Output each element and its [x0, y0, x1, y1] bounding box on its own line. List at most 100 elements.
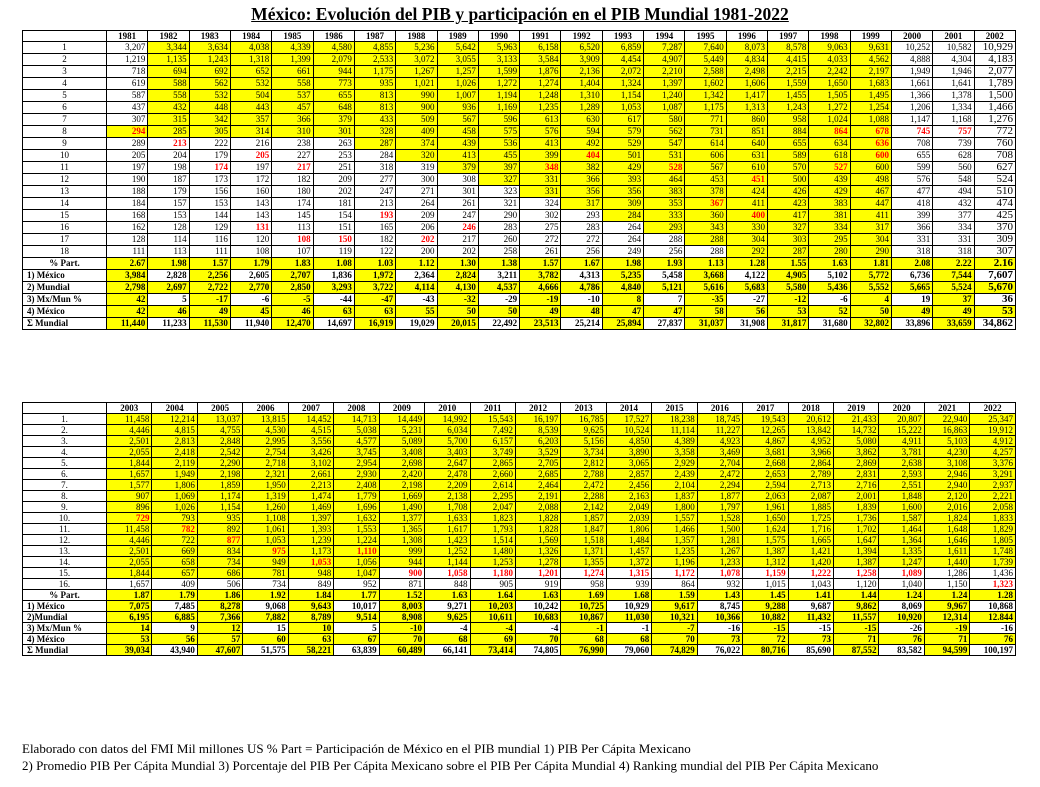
summary-row: 3) Mx/Mun % 42 5 -17 -6 -5 -44 -47 -43 -32 -29 -19-… — [22, 293, 1017, 306]
gdp-cell: 318 — [932, 245, 975, 258]
gdp-cell: 1,053 — [601, 101, 645, 114]
summary-cell: 73 — [787, 633, 835, 645]
gdp-cell: 16,863 — [923, 424, 971, 436]
summary-cell: 16,919 — [353, 317, 397, 330]
gdp-cell: 315 — [147, 113, 190, 126]
gdp-cell: 1,175 — [684, 101, 727, 114]
gdp-cell: 1,194 — [477, 89, 521, 102]
gdp-cell: 2,209 — [424, 479, 471, 491]
summary-cell: 1.64 — [469, 589, 516, 601]
gdp-cell: 264 — [601, 221, 645, 234]
gdp-cell: 1,661 — [890, 77, 934, 90]
gdp-cell: 848 — [424, 578, 471, 590]
summary-cell: 1.45 — [742, 589, 789, 601]
gdp-cell: 562 — [188, 77, 231, 90]
gdp-cell: 558 — [271, 77, 314, 90]
summary-cell: 37 — [932, 293, 975, 306]
gdp-cell: 143 — [229, 197, 273, 210]
gdp-cell: 474 — [973, 197, 1017, 210]
year-header: 1985 — [271, 30, 314, 42]
year-header: 2015 — [651, 402, 698, 414]
gdp-cell: 437 — [105, 101, 149, 114]
gdp-cell: 2,718 — [242, 457, 289, 469]
gdp-cell: 4,446 — [105, 534, 153, 546]
gdp-cell: 1,397 — [287, 512, 335, 524]
gdp-cell: 2,716 — [832, 479, 880, 491]
gdp-cell: 600 — [849, 149, 892, 162]
gdp-cell: 301 — [436, 185, 479, 198]
gdp-cell: 1,377 — [378, 512, 426, 524]
gdp-cell: 729 — [105, 512, 153, 524]
gdp-cell: 8,539 — [514, 424, 562, 436]
summary-row: 3) Mx/Mun % 14 9 12 15 10 5 -10 -4 -4 -4 -1 -1 -7 -16-… — [22, 622, 1016, 634]
gdp-cell: 600 — [849, 161, 892, 174]
gdp-cell: 190 — [105, 173, 149, 186]
gdp-cell: 309 — [601, 197, 645, 210]
rank-label: 3 — [22, 65, 107, 78]
gdp-cell: 2,995 — [242, 435, 289, 447]
rank-label: 17 — [22, 233, 107, 246]
gdp-cell: 1,779 — [333, 490, 380, 502]
gdp-cell: 3,584 — [519, 53, 562, 66]
summary-cell: 10,611 — [469, 611, 516, 623]
summary-cell: 10,203 — [469, 600, 516, 612]
gdp-cell: 455 — [477, 149, 521, 162]
gdp-cell: 5,089 — [378, 435, 426, 447]
gdp-cell: 202 — [312, 185, 355, 198]
summary-cell: 7,544 — [932, 269, 975, 282]
year-header: 2018 — [787, 402, 835, 414]
gdp-cell: 1,466 — [651, 523, 698, 535]
summary-cell: 32,802 — [849, 317, 892, 330]
gdp-cell: 782 — [151, 523, 198, 535]
summary-cell: 63,839 — [333, 644, 380, 656]
summary-cell: 63 — [353, 305, 397, 318]
summary-cell: 83,582 — [878, 644, 925, 656]
gdp-cell: 2,501 — [105, 545, 153, 557]
gdp-cell: 1,828 — [514, 523, 562, 535]
gdp-cell: 678 — [849, 125, 892, 138]
gdp-cell: 1,457 — [605, 545, 653, 557]
gdp-cell: 209 — [395, 209, 438, 222]
gdp-cell: 1,606 — [725, 77, 769, 90]
gdp-cell: 2,668 — [742, 457, 789, 469]
rank-label: 2 — [22, 53, 107, 66]
gdp-cell: 356 — [560, 185, 603, 198]
rank-label: 7 — [22, 113, 107, 126]
gdp-cell: 293 — [643, 221, 686, 234]
gdp-cell: 217 — [436, 233, 479, 246]
gdp-cell: 2,864 — [787, 457, 835, 469]
gdp-cell: 432 — [932, 197, 975, 210]
summary-cell: -7 — [651, 622, 698, 634]
gdp-cell: 1,793 — [469, 523, 516, 535]
gdp-cell: 1,650 — [808, 77, 851, 90]
gdp-cell: 1,600 — [878, 501, 925, 513]
summary-cell: 11,557 — [832, 611, 880, 623]
summary-cell: 45 — [229, 305, 273, 318]
gdp-cell: 718 — [105, 65, 149, 78]
summary-cell: 9,271 — [424, 600, 471, 612]
summary-cell: 1.84 — [287, 589, 335, 601]
year-header: 1998 — [808, 30, 851, 42]
summary-cell: 8,278 — [196, 600, 244, 612]
gdp-cell: 1,518 — [560, 534, 607, 546]
gdp-cell: 343 — [684, 221, 727, 234]
gdp-cell: 2,594 — [742, 479, 789, 491]
gdp-cell: 958 — [560, 578, 607, 590]
year-header: 2005 — [196, 402, 244, 414]
summary-label: 2) Mundial — [22, 281, 107, 294]
gdp-cell: 9,631 — [849, 41, 892, 54]
gdp-cell: 669 — [151, 545, 198, 557]
summary-cell: 1.63 — [514, 589, 562, 601]
gdp-cell: 217 — [271, 161, 314, 174]
year-header: 2017 — [742, 402, 789, 414]
summary-label: 1) México — [22, 269, 107, 282]
summary-cell: 10,929 — [605, 600, 653, 612]
gdp-cell: 948 — [287, 567, 335, 579]
gdp-cell: 1,364 — [878, 534, 925, 546]
gdp-cell: 264 — [395, 197, 438, 210]
gdp-cell: 2,812 — [560, 457, 607, 469]
gdp-cell: 1,420 — [787, 556, 835, 568]
summary-cell: 1.83 — [271, 257, 314, 270]
summary-cell: 9,068 — [242, 600, 289, 612]
summary-cell: 60 — [242, 633, 289, 645]
